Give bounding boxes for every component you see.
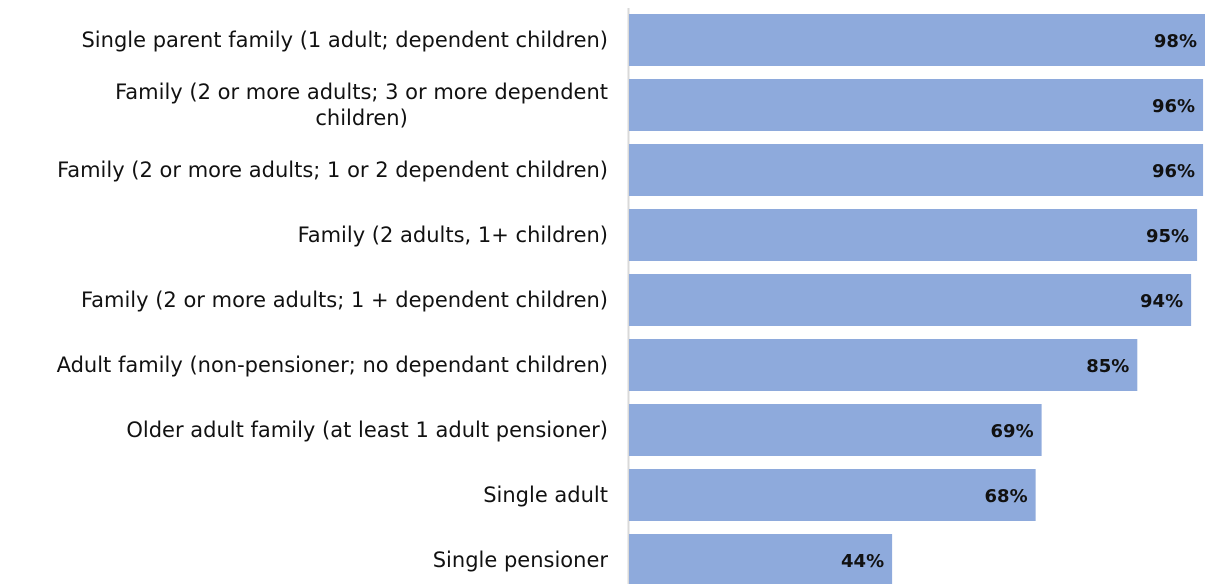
value-label-8: 68% — [985, 486, 1028, 507]
bar-3 — [629, 144, 1204, 196]
category-label-text: Single pensioner — [432, 548, 608, 572]
category-label-8: Single adult — [8, 480, 608, 510]
bar-6 — [629, 339, 1138, 391]
bar-5 — [629, 274, 1192, 326]
category-label-text: Single adult — [483, 483, 608, 507]
category-label-text: Family (2 or more adults; 1 + dependent … — [80, 288, 608, 312]
category-label-9: Single pensioner — [8, 545, 608, 575]
value-label-3: 96% — [1152, 161, 1195, 182]
value-label-2: 96% — [1152, 96, 1195, 117]
bar-7 — [629, 404, 1042, 456]
category-label-4: Family (2 adults, 1+ children) — [8, 220, 608, 250]
bar-1 — [629, 14, 1205, 66]
bar-2 — [629, 79, 1204, 131]
category-label-text: Older adult family (at least 1 adult pen… — [126, 418, 608, 442]
category-label-3: Family (2 or more adults; 1 or 2 depende… — [8, 155, 608, 185]
value-labels-group: 98% 96% 96% 95% 94% 85% 69% 68% 44% — [841, 31, 1197, 572]
category-label-text: Family (2 or more adults; 3 or more depe… — [115, 80, 608, 130]
value-label-6: 85% — [1086, 356, 1129, 377]
value-label-9: 44% — [841, 551, 884, 572]
bar-4 — [629, 209, 1198, 261]
bar-8 — [629, 469, 1036, 521]
value-label-1: 98% — [1154, 31, 1197, 52]
category-label-7: Older adult family (at least 1 adult pen… — [8, 415, 608, 445]
category-label-text: Single parent family (1 adult; dependent… — [81, 28, 608, 52]
category-label-2: Family (2 or more adults; 3 or more depe… — [8, 79, 608, 131]
category-label-6: Adult family (non-pensioner; no dependan… — [8, 350, 608, 380]
category-label-1: Single parent family (1 adult; dependent… — [8, 25, 608, 55]
category-label-text: Family (2 or more adults; 1 or 2 depende… — [57, 158, 608, 182]
value-label-5: 94% — [1140, 291, 1183, 312]
value-label-7: 69% — [991, 421, 1034, 442]
bars-group — [629, 14, 1205, 584]
value-label-4: 95% — [1146, 226, 1189, 247]
category-label-5: Family (2 or more adults; 1 + dependent … — [8, 285, 608, 315]
category-label-text: Adult family (non-pensioner; no dependan… — [56, 353, 608, 377]
bar-9 — [629, 534, 893, 584]
category-label-text: Family (2 adults, 1+ children) — [297, 223, 608, 247]
